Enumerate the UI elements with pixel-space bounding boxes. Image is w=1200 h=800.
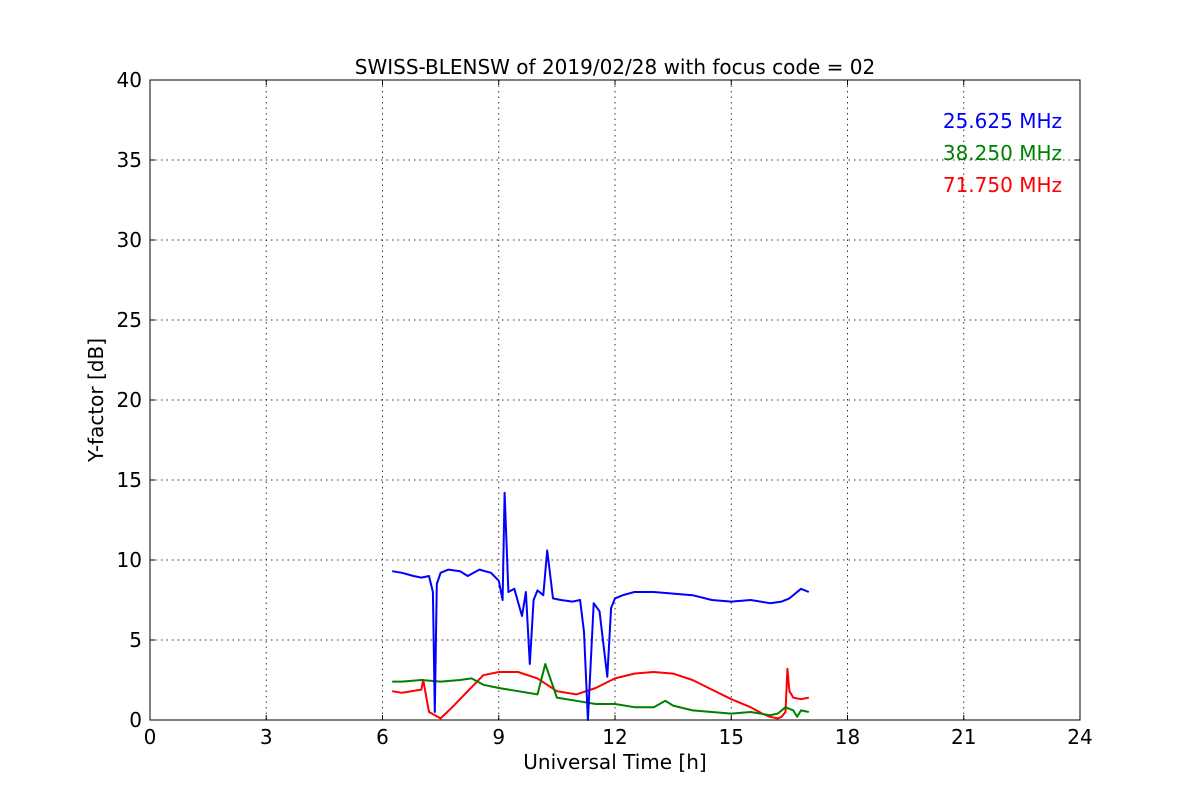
legend-entry: 71.750 MHz xyxy=(943,173,1062,197)
x-tick-label: 0 xyxy=(144,725,157,749)
y-tick-label: 30 xyxy=(117,228,142,252)
legend-entry: 25.625 MHz xyxy=(943,109,1062,133)
y-tick-label: 25 xyxy=(117,308,142,332)
x-tick-label: 24 xyxy=(1067,725,1092,749)
y-tick-label: 35 xyxy=(117,148,142,172)
x-tick-label: 9 xyxy=(492,725,505,749)
series-layer xyxy=(392,491,810,721)
y-tick-label: 40 xyxy=(117,68,142,92)
series-line xyxy=(392,491,810,721)
y-tick-label: 5 xyxy=(129,628,142,652)
y-axis-label: Y-factor [dB] xyxy=(84,338,108,463)
x-tick-label: 3 xyxy=(260,725,273,749)
x-tick-label: 6 xyxy=(376,725,389,749)
x-tick-label: 21 xyxy=(951,725,976,749)
ticks: 0 3 6 9 12 15 18 21 24 0 5 10 15 20 25 30 35 40 xyxy=(117,68,1093,749)
x-axis-label: Universal Time [h] xyxy=(523,750,706,774)
y-tick-label: 20 xyxy=(117,388,142,412)
y-tick-label: 15 xyxy=(117,468,142,492)
series-line xyxy=(392,663,810,718)
x-tick-label: 15 xyxy=(719,725,744,749)
y-tick-label: 0 xyxy=(129,708,142,732)
grid xyxy=(150,80,1080,720)
chart-title: SWISS-BLENSW of 2019/02/28 with focus co… xyxy=(355,55,876,79)
legend: 25.625 MHz 38.250 MHz 71.750 MHz xyxy=(943,109,1062,197)
y-tick-label: 10 xyxy=(117,548,142,572)
legend-entry: 38.250 MHz xyxy=(943,141,1062,165)
x-tick-label: 18 xyxy=(835,725,860,749)
series-line xyxy=(392,667,810,720)
x-tick-label: 12 xyxy=(602,725,627,749)
